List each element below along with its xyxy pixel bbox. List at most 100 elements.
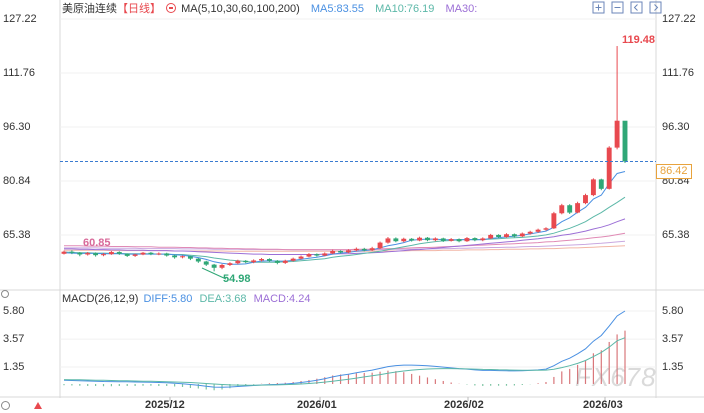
candle-body: [504, 234, 509, 238]
candle-body: [266, 259, 272, 261]
candle-body: [164, 253, 170, 256]
candle-body: [511, 234, 517, 237]
candle-body: [353, 248, 359, 251]
candle-body: [314, 254, 320, 256]
candle-body: [219, 264, 225, 268]
candle-body: [180, 256, 185, 258]
candle-body: [448, 239, 454, 241]
candle-body: [259, 259, 264, 261]
period-selector[interactable]: 【日线】: [117, 3, 161, 15]
candle-body: [211, 264, 217, 268]
scroll-left-icon[interactable]: [630, 1, 643, 14]
candle-body: [385, 238, 391, 243]
candle-body: [472, 238, 478, 241]
candle-body: [148, 252, 154, 255]
left-macd-tick: 3.57: [3, 333, 25, 345]
current-price-tag: 86.42: [656, 164, 692, 179]
candle-body: [330, 250, 336, 254]
candle-body: [417, 237, 423, 241]
candle-body: [535, 229, 541, 232]
candle-body: [464, 238, 470, 242]
ma30-line: [64, 218, 626, 255]
right-price-tick: 111.76: [662, 67, 695, 79]
right-macd-tick: 5.80: [662, 305, 684, 317]
candle-body: [195, 258, 201, 262]
date-tick: 2026/01: [297, 399, 337, 411]
candle-body: [77, 252, 83, 255]
candle-body: [290, 258, 296, 261]
ma-params: MA(5,10,30,60,100,200): [181, 3, 300, 15]
candle-body: [227, 263, 233, 265]
candle-body: [93, 253, 99, 256]
candle-body: [116, 252, 122, 254]
high-price-label: 119.48: [622, 34, 656, 46]
candle-body: [456, 239, 462, 242]
candle-body: [243, 260, 249, 263]
candle-body: [187, 256, 193, 259]
candle-body: [251, 260, 257, 263]
candle-body: [622, 120, 628, 162]
candle-body: [606, 147, 612, 189]
ma10-value: MA10:76.19: [375, 3, 435, 15]
right-price-tick: 65.38: [662, 229, 690, 241]
candle-body: [377, 242, 383, 249]
left-macd-tick: 5.80: [3, 305, 25, 317]
ma5-value: MA5:83.55: [310, 3, 365, 15]
candle-body: [598, 179, 604, 189]
diff-value: DIFF:5.80: [143, 293, 193, 305]
candle-body: [425, 237, 430, 241]
left-price-tick: 111.76: [3, 67, 36, 79]
candle-body: [409, 238, 415, 241]
date-tick: 2026/02: [444, 399, 484, 411]
candle-body: [322, 253, 328, 256]
right-price-tick: 127.22: [662, 13, 696, 25]
settings-icon[interactable]: [1, 401, 10, 410]
macd-legend: MACD(26,12,9) DIFF:5.80 DEA:3.68 MACD:4.…: [62, 293, 310, 306]
ma60-line: [64, 232, 626, 251]
candle-body: [519, 233, 525, 237]
macd-dea-line: [63, 337, 626, 386]
candle-body: [85, 253, 91, 255]
left-price-tick: 65.38: [3, 229, 31, 241]
left-level-label: 60.85: [83, 237, 111, 249]
candle-body: [393, 238, 399, 242]
symbol-name: 美原油连续: [62, 3, 117, 15]
right-price-tick: 96.30: [662, 121, 690, 133]
candle-body: [590, 179, 596, 196]
candle-body: [338, 250, 343, 253]
candle-body: [298, 256, 304, 259]
ma30-value: MA30:: [445, 3, 478, 15]
candle-body: [369, 248, 375, 251]
low-marker-line: [201, 267, 227, 280]
dea-value: DEA:3.68: [199, 293, 247, 305]
candle-body: [543, 228, 549, 230]
candle-body: [172, 255, 178, 258]
candle-body: [274, 260, 280, 263]
left-price-tick: 96.30: [3, 121, 31, 133]
candle-body: [559, 205, 565, 214]
candle-body: [361, 248, 367, 251]
candle-body: [124, 253, 130, 256]
crosshair-icon[interactable]: [1, 290, 9, 298]
candle-body: [614, 120, 620, 148]
macd-params: MACD(26,12,9): [62, 293, 139, 305]
left-price-tick: 80.84: [3, 175, 31, 187]
candle-body: [61, 251, 67, 254]
candle-body: [527, 231, 533, 234]
zoom-in-icon[interactable]: [592, 1, 605, 14]
candle-body: [203, 261, 209, 265]
candle-body: [432, 238, 438, 241]
candle-body: [282, 260, 288, 263]
candle-body: [108, 252, 114, 255]
candle-body: [156, 253, 162, 255]
candle-body: [488, 234, 494, 239]
candle-body: [132, 254, 138, 256]
period-gear-icon[interactable]: [166, 3, 177, 13]
candle-body: [575, 203, 581, 213]
collapse-up-icon[interactable]: [34, 402, 42, 409]
scroll-right-icon[interactable]: [649, 1, 662, 14]
candle-body: [567, 205, 573, 213]
macd-value: MACD:4.24: [253, 293, 311, 305]
zoom-out-icon[interactable]: [611, 1, 624, 14]
